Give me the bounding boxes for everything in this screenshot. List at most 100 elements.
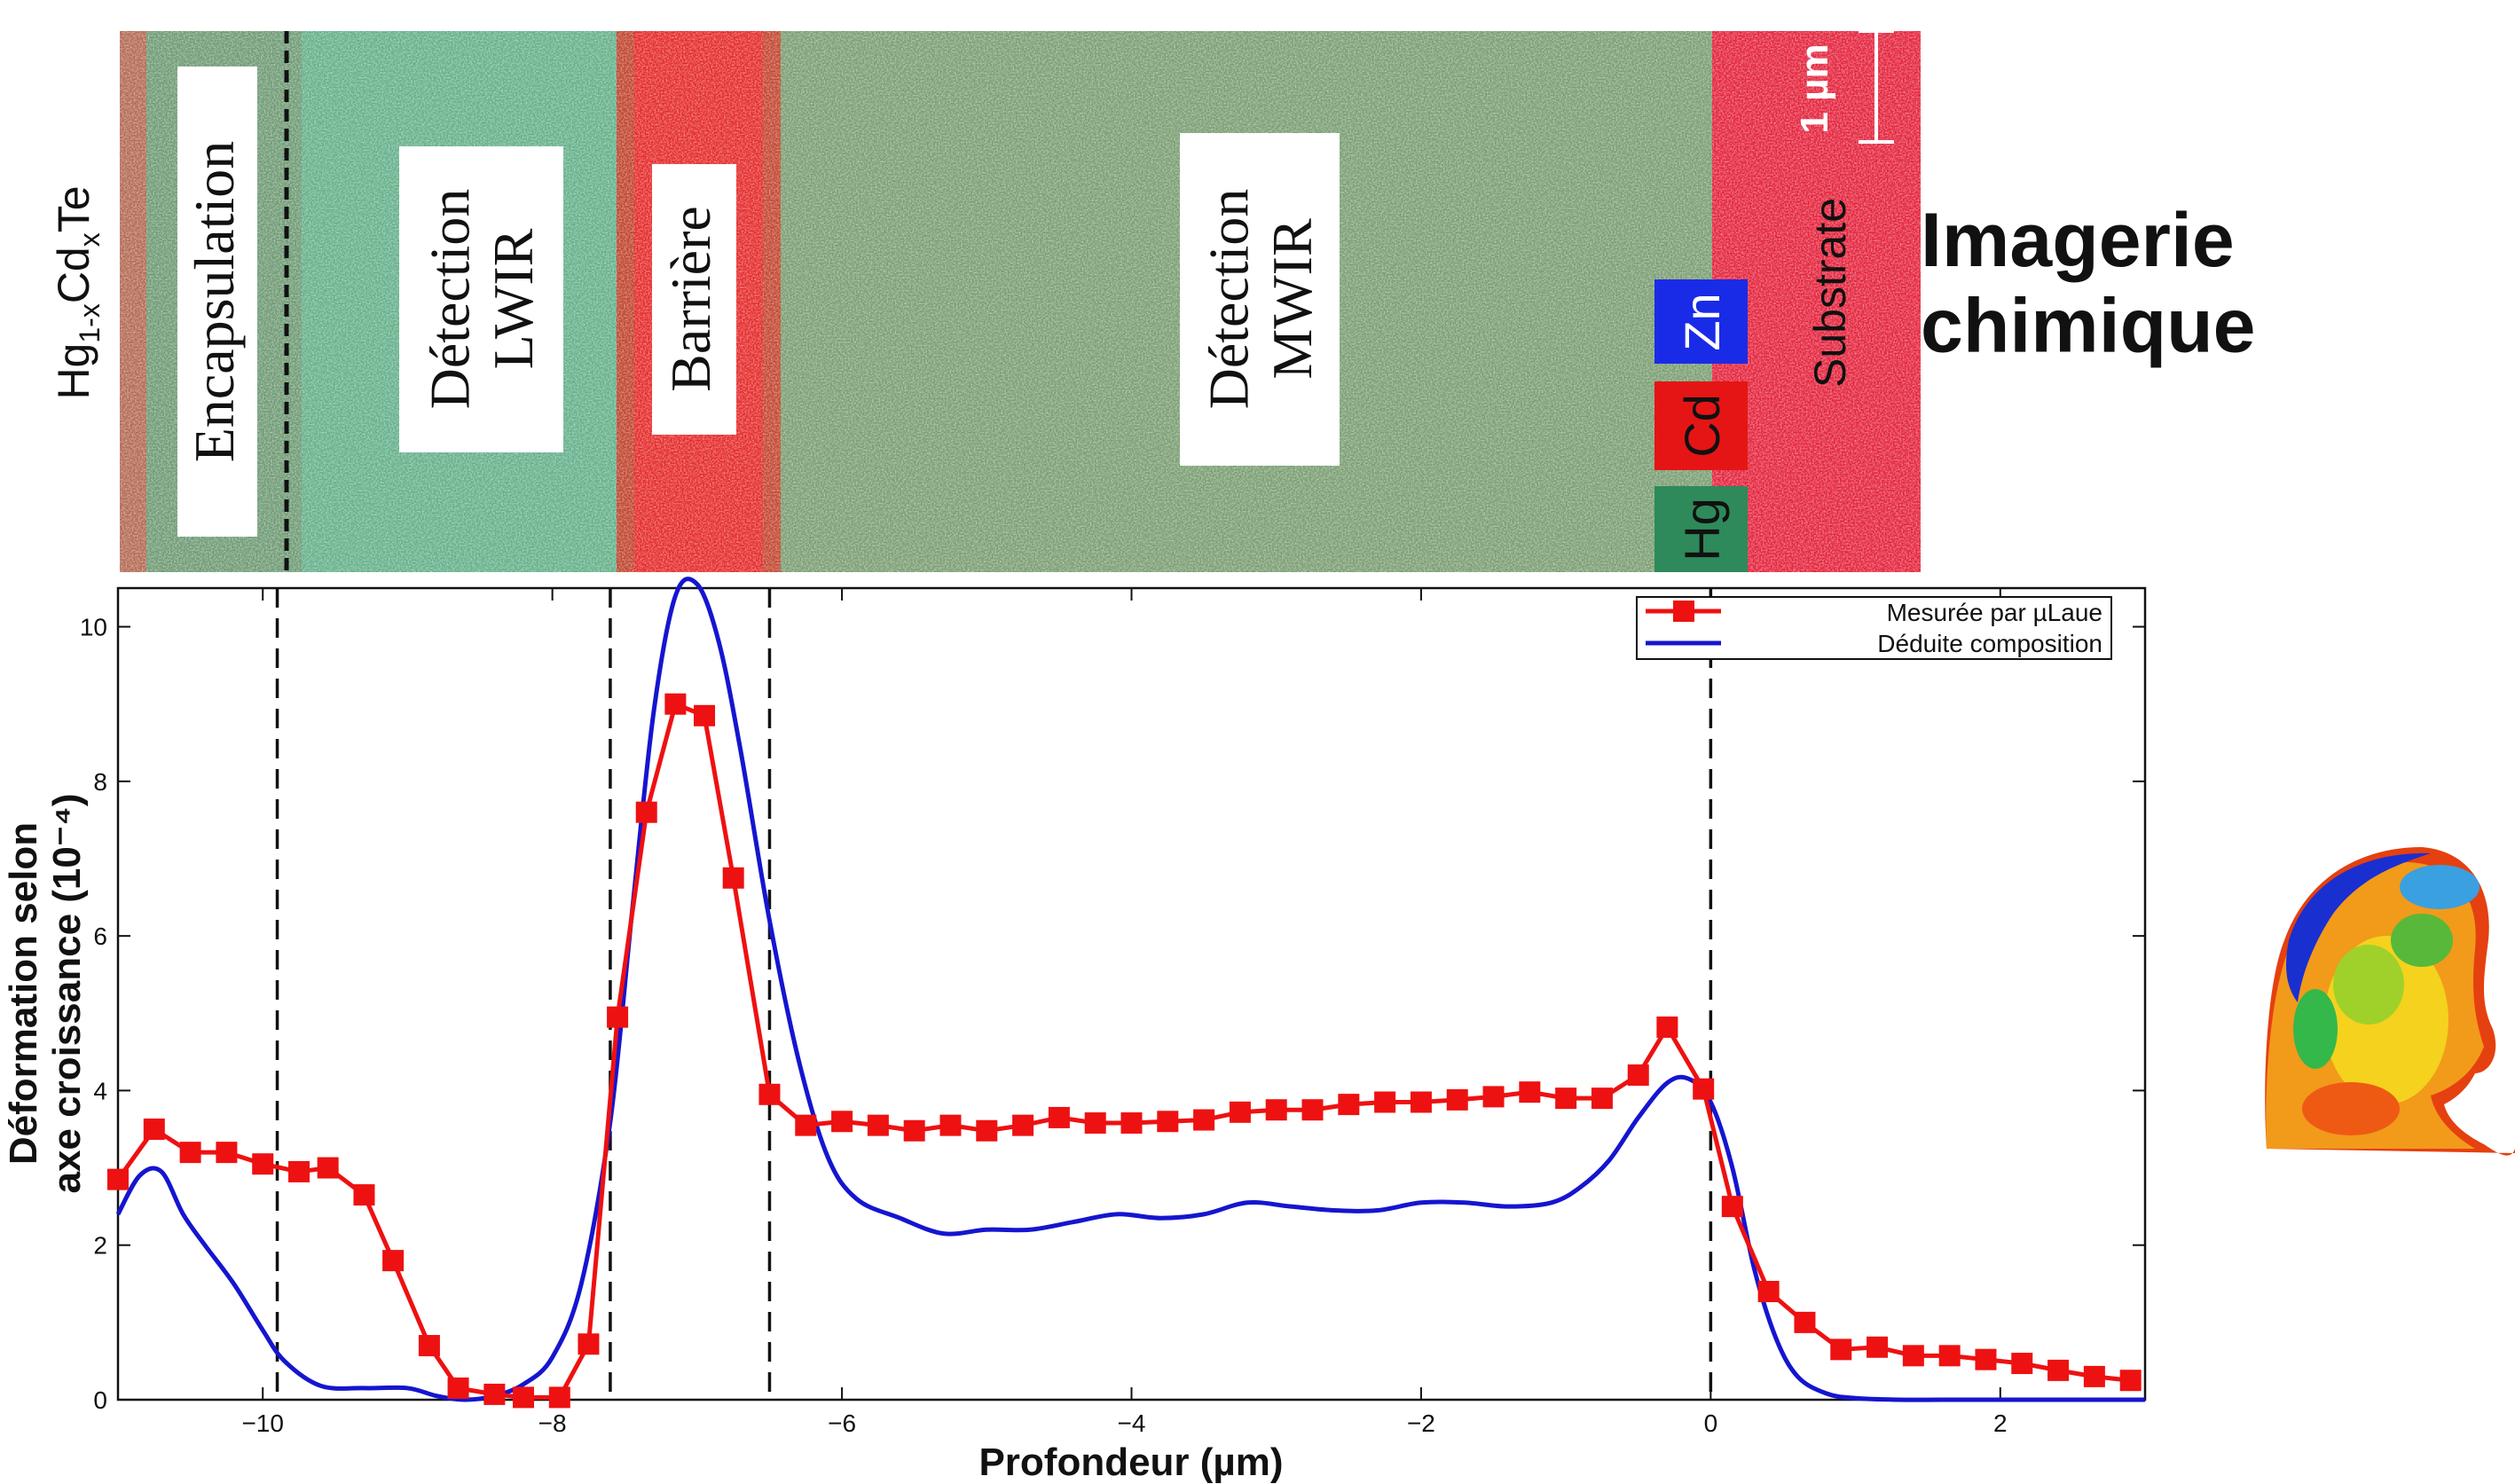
series-deduite-composition — [115, 577, 2145, 1402]
data-point-mesuree — [903, 1119, 925, 1142]
data-point-mesuree — [1265, 1099, 1287, 1121]
data-point-mesuree — [353, 1184, 375, 1206]
data-point-mesuree — [1757, 1281, 1780, 1302]
data-point-mesuree — [1519, 1081, 1541, 1103]
legend-mesuree-marker — [1673, 601, 1694, 622]
data-point-mesuree — [513, 1386, 534, 1409]
y-tick-label: 0 — [93, 1386, 107, 1414]
data-point-mesuree — [722, 867, 744, 889]
data-point-mesuree — [1693, 1078, 1715, 1100]
data-point-mesuree — [664, 693, 687, 715]
data-point-mesuree — [107, 1168, 129, 1190]
y-tick-label: 8 — [93, 768, 107, 796]
data-point-mesuree — [1656, 1016, 1678, 1038]
data-point-mesuree — [1902, 1345, 1924, 1367]
data-point-mesuree — [1374, 1091, 1396, 1113]
scale-bar-label: 1 µm — [1793, 43, 1836, 133]
data-point-mesuree — [867, 1114, 889, 1136]
legend-mesuree-label: Mesurée par µLaue — [1887, 599, 2102, 626]
data-point-mesuree — [382, 1250, 405, 1272]
element-legend-cd: Cd — [1674, 394, 1730, 458]
data-point-mesuree — [483, 1383, 506, 1405]
y-axis-label: Déformation selonaxe croissance (10⁻⁴) — [2, 793, 89, 1193]
data-point-mesuree — [1721, 1196, 1743, 1218]
data-point-mesuree — [1338, 1094, 1360, 1116]
axis-ticks: −10 −8 −6 −4 −2 0 2 0 2 4 6 8 10 — [80, 588, 2145, 1437]
data-point-mesuree — [758, 1083, 781, 1105]
data-point-mesuree — [2083, 1365, 2105, 1387]
series-line-deduite — [115, 577, 2145, 1402]
data-point-mesuree — [2047, 1359, 2070, 1381]
data-point-mesuree — [1555, 1087, 1577, 1110]
x-tick-label: 0 — [1704, 1409, 1718, 1437]
element-legend-cd-swatch — [1654, 381, 1748, 470]
label-detection-lwir: DétectionLWIR — [399, 146, 563, 452]
data-point-mesuree — [795, 1114, 817, 1136]
chart: −10 −8 −6 −4 −2 0 2 0 2 4 6 8 10 Profondeur (µm) Déf… — [2, 577, 2147, 1484]
label-detection-mwir: DétectionMWIR — [1180, 133, 1340, 466]
data-point-mesuree — [288, 1160, 310, 1182]
micrograph: Hg1-xCdxTe Encapsulation DétectionLWIR B… — [49, 29, 1921, 572]
label-substrate: Substrate — [1805, 198, 1855, 388]
x-tick-label: 2 — [1993, 1409, 2008, 1437]
data-point-mesuree — [1012, 1114, 1034, 1136]
x-tick-label: −8 — [538, 1409, 567, 1437]
label-detection-lwir-text: DétectionLWIR — [419, 189, 546, 410]
data-point-mesuree — [635, 801, 657, 823]
data-point-mesuree — [1301, 1099, 1324, 1121]
element-legend-hg: Hg — [1674, 498, 1730, 561]
data-point-mesuree — [252, 1153, 274, 1175]
scale-bar: 1 µm — [1793, 29, 1894, 144]
side-label-imagerie-chimique: Imagerie chimique — [1921, 198, 2256, 368]
data-point-mesuree — [1938, 1345, 1961, 1367]
data-point-mesuree — [976, 1119, 998, 1142]
data-point-mesuree — [1975, 1348, 1997, 1370]
y-tick-label: 4 — [93, 1077, 107, 1104]
x-axis-label: Profondeur (µm) — [978, 1441, 1283, 1484]
data-point-mesuree — [1410, 1091, 1432, 1113]
legend-box — [1636, 596, 2112, 660]
label-barriere: Barrière — [652, 164, 736, 435]
x-tick-label: −4 — [1118, 1409, 1146, 1437]
label-detection-mwir-text: DétectionMWIR — [1198, 189, 1324, 410]
x-tick-label: −6 — [828, 1409, 856, 1437]
data-point-mesuree — [939, 1114, 962, 1136]
data-point-mesuree — [1446, 1088, 1468, 1111]
element-legend-zn: Zn — [1674, 293, 1730, 350]
data-point-mesuree — [179, 1142, 201, 1164]
data-point-mesuree — [607, 1006, 629, 1028]
data-point-mesuree — [1794, 1311, 1816, 1333]
data-point-mesuree — [1229, 1101, 1251, 1123]
sample-formula: Hg1-xCdxTe — [49, 185, 106, 399]
data-point-mesuree — [578, 1333, 600, 1355]
x-tick-label: −10 — [241, 1409, 284, 1437]
data-point-mesuree — [1627, 1064, 1649, 1086]
data-point-mesuree — [1193, 1109, 1215, 1131]
boundary-lines — [275, 588, 1713, 1400]
data-point-mesuree — [1084, 1112, 1106, 1135]
data-point-mesuree — [317, 1157, 339, 1179]
data-point-mesuree — [1591, 1087, 1613, 1110]
data-point-mesuree — [1482, 1086, 1505, 1108]
legend-deduite-label: Déduite composition — [1877, 630, 2102, 657]
y-tick-label: 10 — [80, 614, 107, 641]
label-encapsulation: Encapsulation — [177, 67, 257, 537]
data-point-mesuree — [1830, 1339, 1852, 1361]
data-point-mesuree — [2119, 1370, 2142, 1392]
data-point-mesuree — [548, 1386, 570, 1409]
series-mesuree-par-ulaue — [107, 693, 2142, 1409]
plot-area — [116, 586, 2147, 1402]
data-point-mesuree — [216, 1142, 238, 1164]
element-legend-hg-swatch — [1654, 486, 1748, 572]
data-point-mesuree — [1120, 1112, 1143, 1135]
element-legend-zn-swatch — [1654, 279, 1748, 364]
y-tick-label: 6 — [93, 923, 107, 950]
data-point-mesuree — [1157, 1111, 1179, 1133]
data-point-mesuree — [447, 1377, 469, 1399]
chart-legend: Mesurée par µLaue Déduite composition — [1636, 596, 2112, 660]
micrograph-grain — [120, 31, 1921, 572]
thermal-head-image — [2265, 847, 2515, 1156]
data-point-mesuree — [143, 1119, 165, 1140]
data-point-mesuree — [694, 704, 716, 726]
